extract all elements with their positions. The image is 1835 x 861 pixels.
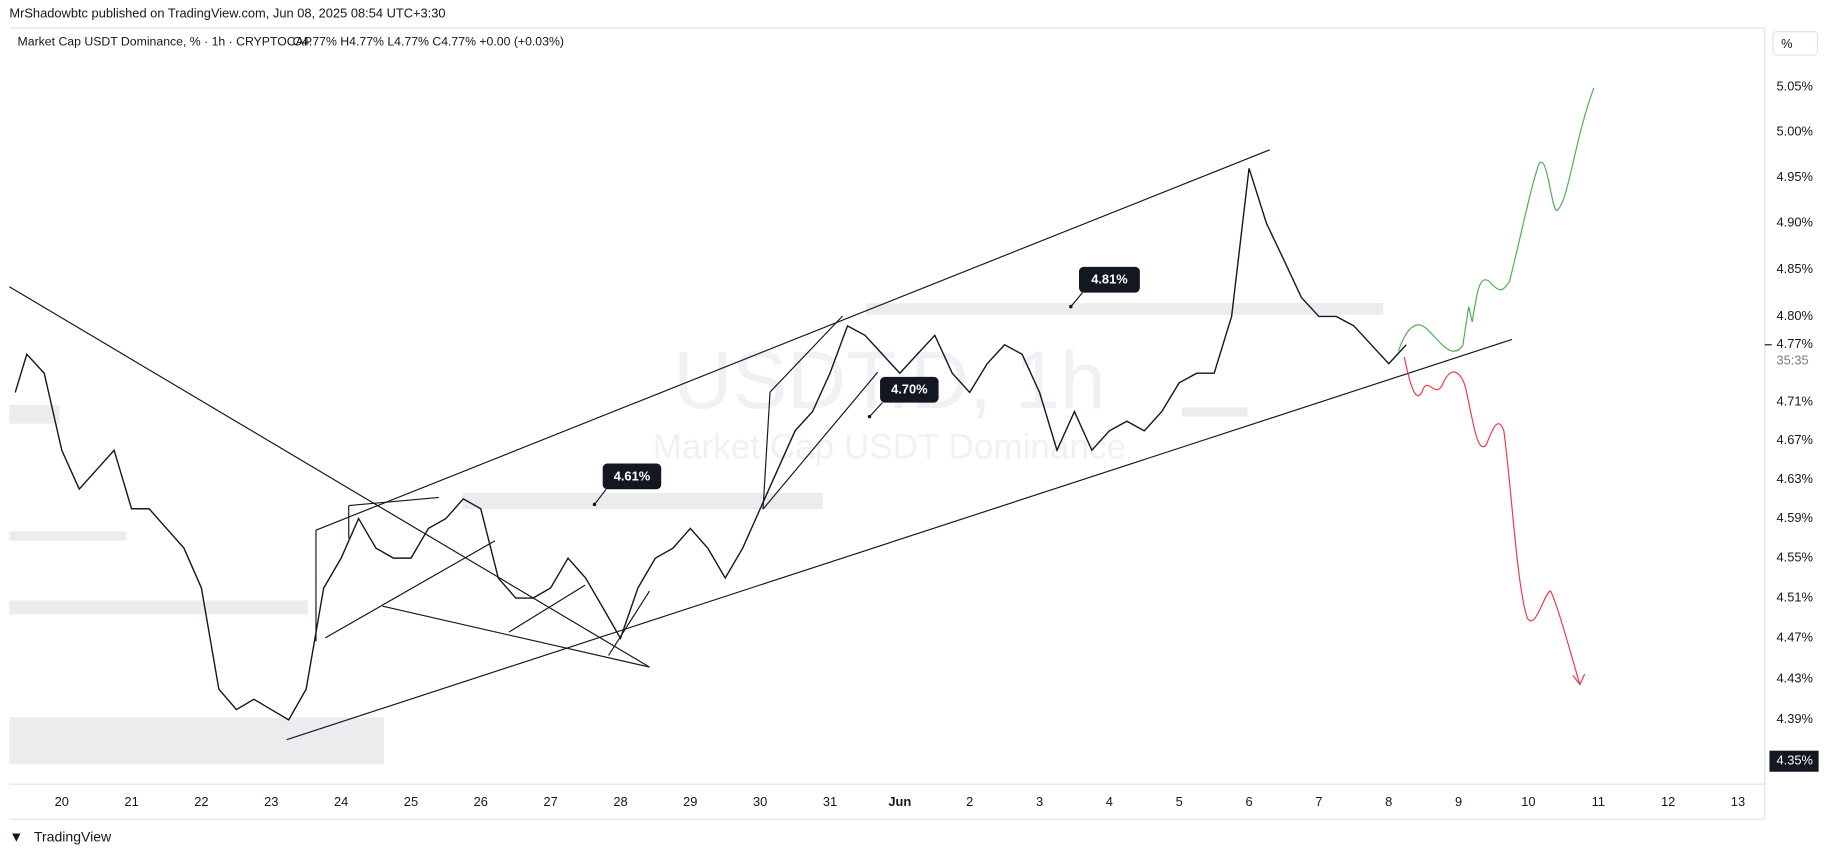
x-tick-label: 2 (966, 794, 973, 809)
y-tick-label: 4.39% (1776, 711, 1812, 726)
note-box (602, 463, 662, 490)
x-tick-label: 24 (334, 794, 348, 809)
note-label: 4.61% (614, 468, 651, 483)
logo: TradingView (34, 829, 112, 845)
logo-icon: ▼ (9, 829, 23, 845)
drawings (9, 87, 1595, 741)
zone (9, 531, 127, 541)
countdown: 35:35 (1776, 353, 1808, 368)
zone (1181, 407, 1248, 417)
x-tick-label: 28 (613, 794, 627, 809)
note-box (1078, 266, 1140, 293)
x-tick-label: 12 (1661, 794, 1675, 809)
bearish-projection (1403, 356, 1586, 686)
flag-lines (762, 315, 879, 510)
zone (866, 303, 1384, 315)
note-box (880, 376, 939, 403)
price-line (14, 168, 1407, 721)
ohlc-legend: O4.77% H4.77% L4.77% C4.77% +0.00 (+0.03… (293, 34, 564, 48)
crosshair-price-box (1769, 750, 1819, 772)
x-tick-label: 30 (753, 794, 767, 809)
channel-upper (315, 149, 1270, 531)
y-tick-label: 5.05% (1776, 78, 1812, 93)
x-tick-label: 23 (264, 794, 278, 809)
y-tick-label: 4.80% (1776, 308, 1812, 323)
price-notes: 4.81% 4.70% 4.61% (592, 266, 1140, 507)
bullish-projection (1397, 87, 1595, 352)
y-tick-label: 4.59% (1776, 510, 1812, 525)
note-pointer (594, 488, 607, 505)
plot (14, 168, 1407, 721)
channel-lower (286, 338, 1513, 741)
trend-line (9, 286, 650, 668)
published-line: MrShadowbtc published on TradingView.com… (9, 5, 445, 20)
x-tick-label: 5 (1176, 794, 1183, 809)
zone (9, 600, 308, 615)
x-tick-label: 11 (1592, 794, 1605, 809)
y-tick-label: 4.95% (1776, 169, 1812, 184)
scale-button[interactable] (1772, 31, 1819, 56)
y-tick-label: 4.90% (1776, 215, 1812, 230)
x-tick-label: 25 (404, 794, 418, 809)
symbol-legend: Market Cap USDT Dominance, % · 1h · CRYP… (18, 34, 312, 48)
axes: 5.05% 5.00% 4.95% 4.90% 4.85% 4.80% 4.71% 4.67%… (55, 78, 1819, 809)
last-price-label: 4.77% (1776, 336, 1812, 351)
y-tick-label: 4.55% (1776, 550, 1812, 565)
zone (9, 717, 384, 765)
x-tick-label: 26 (474, 794, 488, 809)
y-tick-label: 4.47% (1776, 630, 1812, 645)
x-tick-label: 8 (1385, 794, 1392, 809)
x-tick-label: 9 (1455, 794, 1462, 809)
note-label: 4.81% (1091, 272, 1128, 287)
y-tick-label: 5.00% (1776, 123, 1812, 138)
x-tick-label: 6 (1245, 794, 1252, 809)
x-tick-label: 22 (194, 794, 208, 809)
crosshair-price-label: 4.35% (1776, 753, 1812, 768)
x-tick-label: 20 (55, 794, 69, 809)
x-tick-label: 4 (1106, 794, 1113, 809)
note-pointer (869, 402, 883, 418)
watermark-name: Market Cap USDT Dominance (653, 428, 1126, 467)
y-tick-label: 4.71% (1776, 393, 1812, 408)
zones (9, 303, 1384, 765)
x-tick-label: 31 (823, 794, 837, 809)
y-tick-label: 4.51% (1776, 589, 1812, 604)
scale-button-label[interactable]: % (1781, 36, 1792, 51)
note-pointer (1070, 292, 1083, 308)
zone (462, 492, 823, 510)
x-tick-label: Jun (888, 794, 911, 809)
zone (9, 404, 60, 424)
x-tick-label: 29 (683, 794, 697, 809)
x-tick-label: 13 (1731, 794, 1745, 809)
pattern-lines (315, 496, 650, 668)
note-label: 4.70% (891, 382, 928, 397)
y-tick-label: 4.43% (1776, 670, 1812, 685)
x-tick-label: 10 (1521, 794, 1535, 809)
x-tick-label: 27 (543, 794, 557, 809)
x-tick-label: 7 (1315, 794, 1322, 809)
y-tick-label: 4.63% (1776, 471, 1812, 486)
y-tick-label: 4.85% (1776, 261, 1812, 276)
y-tick-label: 4.67% (1776, 432, 1812, 447)
x-tick-label: 21 (124, 794, 138, 809)
x-tick-label: 3 (1036, 794, 1043, 809)
